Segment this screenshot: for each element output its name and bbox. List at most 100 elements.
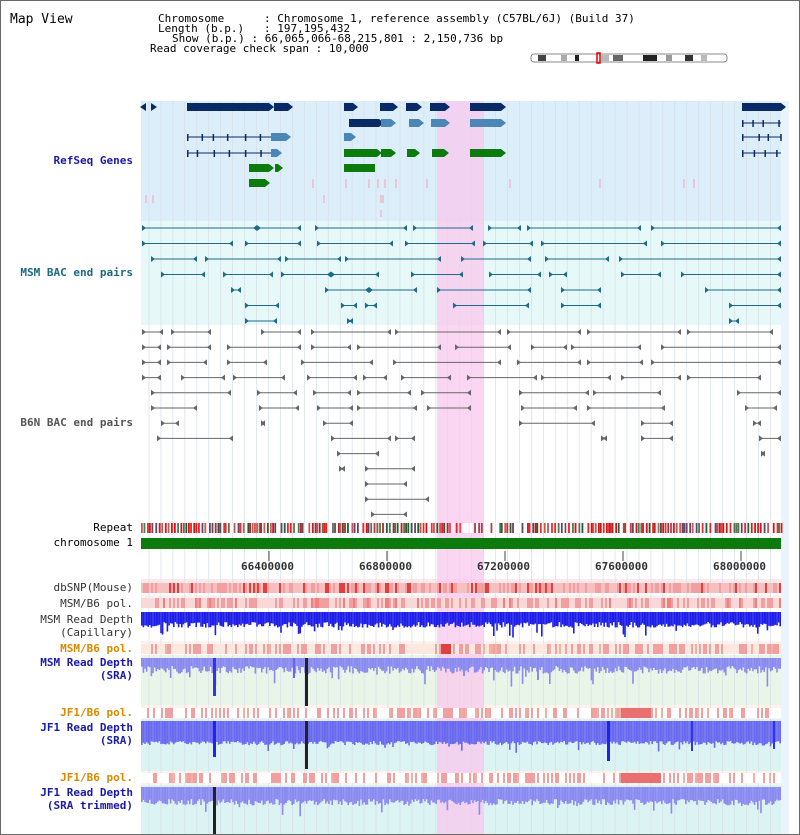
heat-cell [643,583,645,593]
heat-cell [307,773,309,783]
heat-cell [449,583,451,593]
depth-bar [518,721,521,745]
heat-cell [587,583,589,593]
depth-bar [272,612,274,624]
depth-bar [315,658,317,673]
heat-cell [455,708,457,718]
depth-bar [203,721,205,742]
gene-strand-arrow [288,103,293,111]
heat-cell [573,583,575,593]
depth-bar [318,658,321,671]
heat-cell [505,773,507,783]
depth-bar [400,721,402,743]
depth-bar [331,787,333,806]
repeat-element [308,523,311,533]
repeat-element [209,523,211,533]
depth-bar [731,658,733,667]
depth-bar [368,612,370,625]
heat-cell [443,773,445,783]
depth-bar [771,787,773,806]
heat-cell [323,708,325,718]
depth-bar [326,721,329,749]
depth-bar [481,787,484,800]
heat-cell [337,598,339,608]
depth-bar [769,612,772,627]
depth-bar [457,721,460,745]
depth-bar [491,721,493,743]
depth-bar [248,787,250,800]
depth-bar [582,721,585,743]
heat-cell [225,773,227,783]
bac-end-marker [541,374,545,381]
heat-cell [169,583,171,593]
depth-bar [518,787,521,804]
depth-bar [441,658,444,667]
bac-end-marker [229,240,233,247]
heat-cell [495,598,497,608]
heat-cell [593,644,595,654]
depth-bar [685,658,687,668]
depth-bar [469,787,471,804]
depth-bar [169,612,172,624]
depth-bar [720,658,722,671]
depth-bar [713,658,716,669]
bac-end-marker [777,271,781,278]
heat-cell [497,583,499,593]
depth-bar [694,721,697,746]
chromosome-info: Chromosome : Chromosome 1, reference ass… [158,12,635,25]
heat-cell [753,644,755,654]
length-label: Length (b.p.) [158,22,245,35]
heat-cell [239,773,241,783]
depth-bar [166,721,169,744]
heat-cell [305,644,307,654]
depth-bar [776,612,778,626]
depth-bar [605,658,607,673]
depth-bar [529,612,532,625]
heat-cell [311,598,313,608]
depth-bar [246,787,249,805]
depth-bar [777,787,780,801]
depth-bar [347,658,349,667]
depth-bar [158,612,161,625]
depth-bar [755,612,757,628]
depth-bar [299,787,301,817]
depth-bar [417,721,420,743]
depth-bar [502,721,505,744]
heat-cell [253,583,255,593]
heat-cell [179,644,181,654]
depth-bar [366,721,369,744]
heat-cell [141,708,143,718]
bac-end-marker [669,420,673,427]
depth-bar [753,658,756,670]
depth-bar [464,721,466,743]
repeat-element [772,523,775,533]
depth-bar [549,658,551,684]
depth-bar [752,658,754,672]
depth-bar [645,787,647,804]
depth-bar [622,612,625,635]
heat-cell [193,644,195,654]
depth-bar [181,612,183,628]
heat-cell [551,598,553,608]
depth-bar [371,787,373,802]
repeat-element [629,523,632,533]
heat-cell [153,598,155,608]
heat-cell [395,708,397,718]
depth-bar [296,612,298,626]
heat-cell [733,583,735,593]
heat-cell [665,773,667,783]
depth-bar [651,787,653,803]
repeat-element [417,523,420,533]
depth-bar [283,721,285,744]
heat-cell [691,598,693,608]
heat-cell [767,598,769,608]
depth-bar [312,612,314,627]
repeat-element [295,523,298,533]
depth-bar [245,658,247,667]
depth-bar [509,612,511,636]
bac-end-marker [233,374,237,381]
heat-cell [563,708,565,718]
depth-bar [534,787,537,802]
depth-bar [477,721,479,742]
